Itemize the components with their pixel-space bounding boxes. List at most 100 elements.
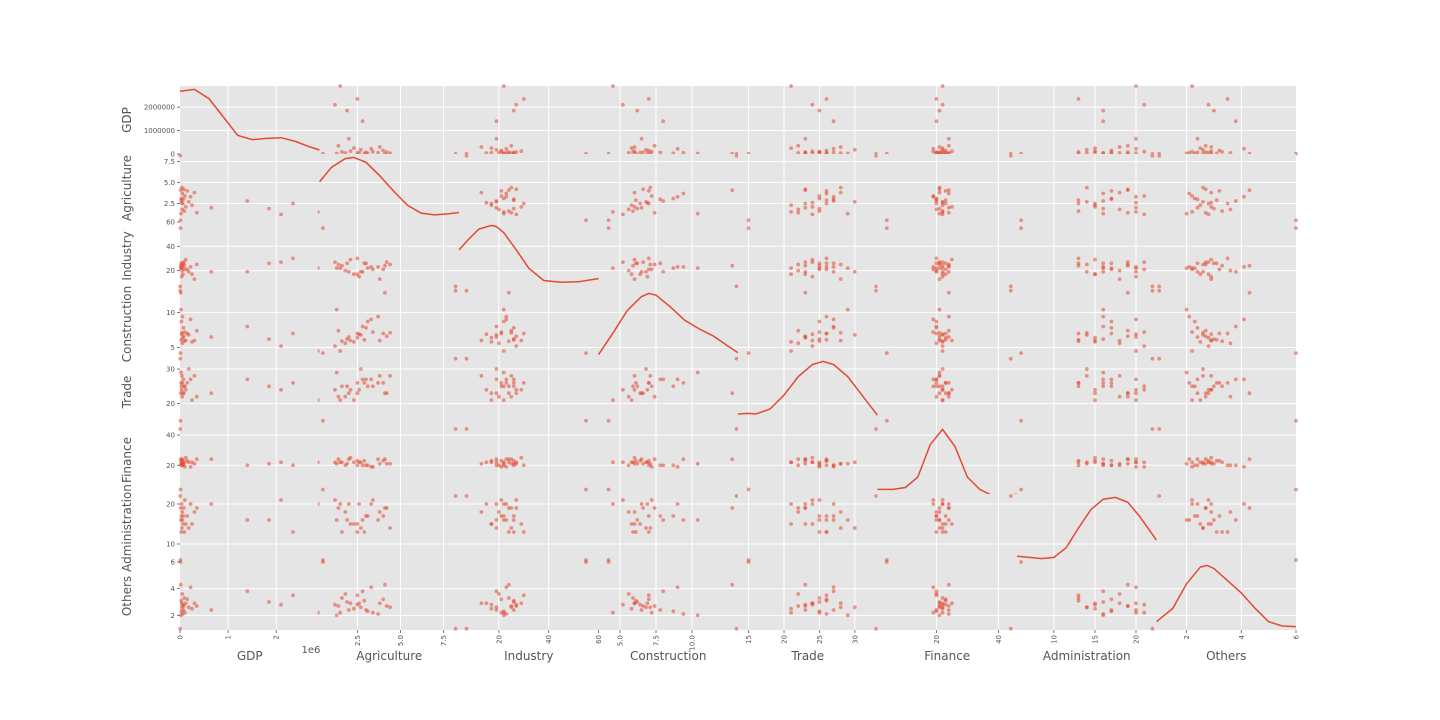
scatter-point <box>182 330 187 334</box>
scatter-point <box>675 194 680 199</box>
scatter-point <box>661 463 666 468</box>
scatter-point <box>584 560 588 564</box>
scatter-point <box>1212 206 1216 211</box>
x-tick-label: 20 <box>495 635 503 644</box>
scatter-point <box>509 526 514 530</box>
scatter-point <box>934 119 939 124</box>
scatter-point <box>188 194 193 199</box>
scatter-point <box>937 613 942 618</box>
scatter-point <box>1184 211 1189 216</box>
scatter-point <box>1084 269 1089 274</box>
scatter-point <box>838 601 843 606</box>
scatter-point <box>336 394 341 399</box>
scatter-point <box>501 196 506 201</box>
scatter-point <box>181 377 186 382</box>
scatter-point <box>1084 330 1089 335</box>
scatter-point <box>937 605 942 610</box>
scatter-point <box>730 188 735 193</box>
scatter-point <box>1228 151 1233 155</box>
scatter-point <box>501 609 506 614</box>
scatter-point <box>1209 200 1214 205</box>
scatter-point <box>358 147 363 152</box>
scatter-point <box>501 319 506 324</box>
scatter-point <box>376 150 380 155</box>
scatter-point <box>946 608 951 612</box>
y-tick-label: 7.5 <box>164 158 175 166</box>
scatter-point <box>817 600 822 604</box>
scatter-point <box>1093 458 1097 463</box>
scatter-point <box>658 197 663 202</box>
panel-construction-vs-administration <box>1017 288 1157 358</box>
scatter-point <box>884 560 889 564</box>
panel-background <box>738 222 878 290</box>
scatter-point <box>352 272 356 277</box>
panel-construction-vs-finance <box>877 288 1017 358</box>
scatter-point <box>179 381 184 385</box>
scatter-point <box>334 461 339 466</box>
panel-background <box>598 358 738 426</box>
scatter-point <box>494 589 499 594</box>
scatter-point <box>1214 261 1219 266</box>
scatter-point <box>950 149 954 154</box>
scatter-point <box>178 560 183 564</box>
scatter-point <box>626 151 631 155</box>
scatter-point <box>194 506 199 510</box>
scatter-point <box>646 593 651 598</box>
scatter-point <box>501 349 506 353</box>
scatter-point <box>1217 331 1222 336</box>
panel-background <box>877 562 1017 630</box>
scatter-point <box>343 394 348 399</box>
scatter-point <box>355 335 360 340</box>
scatter-point <box>279 460 283 465</box>
scatter-point <box>489 606 494 611</box>
scatter-point <box>1019 418 1023 423</box>
scatter-point <box>384 260 389 264</box>
scatter-point <box>383 582 387 587</box>
x-tick-label: 20 <box>781 635 789 644</box>
scatter-point <box>803 260 808 264</box>
scatter-point <box>245 377 250 382</box>
scatter-point <box>1117 374 1122 378</box>
scatter-point <box>388 262 392 267</box>
scatter-point <box>838 330 843 335</box>
panel-background <box>1156 358 1296 426</box>
scatter-point <box>631 596 635 600</box>
scatter-point <box>626 394 631 399</box>
scatter-point <box>185 189 190 193</box>
scatter-point <box>511 458 516 463</box>
scatter-point <box>209 608 214 612</box>
scatter-point <box>641 187 645 192</box>
scatter-point <box>652 506 657 510</box>
scatter-point <box>648 605 653 610</box>
scatter-point <box>1109 384 1114 389</box>
scatter-point <box>649 498 654 502</box>
scatter-point <box>639 205 644 210</box>
scatter-point <box>1150 356 1155 361</box>
scatter-point <box>940 339 945 344</box>
scatter-point <box>209 205 214 210</box>
scatter-point <box>817 330 822 334</box>
scatter-point <box>1125 391 1130 396</box>
panel-background <box>459 562 599 630</box>
scatter-point <box>646 189 651 193</box>
scatter-point <box>1247 263 1252 268</box>
scatter-point <box>464 626 469 631</box>
scatter-point <box>638 150 643 155</box>
scatter-point <box>1019 226 1023 231</box>
scatter-point <box>1134 265 1138 269</box>
scatter-point <box>514 498 519 502</box>
scatter-point <box>648 374 653 378</box>
x-tick-label: 25 <box>816 635 824 644</box>
scatter-point <box>1203 391 1208 396</box>
scatter-point <box>648 526 653 530</box>
scatter-point <box>635 518 640 522</box>
scatter-point <box>497 151 501 155</box>
scatter-point <box>484 332 489 337</box>
scatter-point <box>803 602 808 607</box>
scatter-point <box>511 608 516 612</box>
panel-background <box>877 426 1017 494</box>
panel-others-vs-gdp <box>178 560 322 631</box>
scatter-point <box>796 151 801 155</box>
scatter-point <box>279 602 283 607</box>
scatter-point <box>1125 461 1130 466</box>
